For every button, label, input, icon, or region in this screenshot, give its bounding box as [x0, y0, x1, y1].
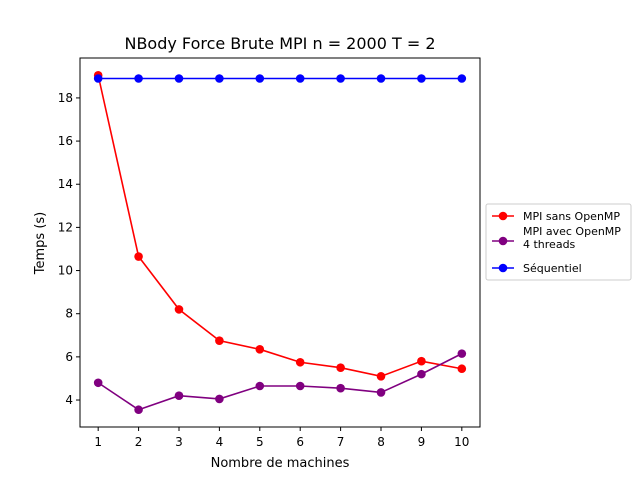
- legend-swatch-marker: [498, 263, 508, 273]
- series-2: [93, 74, 467, 83]
- x-axis-ticks: 1 2 3 4 5 6 7 8 9 10: [94, 427, 469, 449]
- data-point: [93, 378, 103, 388]
- legend-swatch-marker: [498, 211, 508, 221]
- data-point: [376, 388, 386, 397]
- legend-box: [485, 203, 632, 281]
- data-point: [417, 369, 426, 379]
- data-point: [174, 74, 184, 83]
- data-point: [417, 74, 426, 83]
- y-tick-label: 10: [58, 264, 73, 278]
- data-point: [336, 363, 345, 372]
- legend-entry: MPI sans OpenMP: [492, 210, 620, 223]
- data-point: [295, 381, 305, 391]
- legend-label: 4 threads: [523, 238, 576, 251]
- data-point: [134, 252, 143, 261]
- data-point: [255, 381, 265, 391]
- legend-entry: Séquentiel: [492, 262, 582, 275]
- data-point: [215, 394, 224, 404]
- y-tick-label: 14: [58, 177, 73, 191]
- x-tick-label: 8: [377, 435, 385, 449]
- y-tick-label: 8: [65, 307, 73, 321]
- x-tick-label: 1: [94, 435, 102, 449]
- y-tick-label: 18: [58, 91, 73, 105]
- x-tick-label: 10: [454, 435, 469, 449]
- data-point: [134, 74, 143, 83]
- data-point: [336, 74, 345, 83]
- x-tick-label: 7: [337, 435, 345, 449]
- data-point: [134, 405, 143, 415]
- data-point: [457, 74, 467, 83]
- data-point: [174, 305, 184, 314]
- y-axis-ticks: 4 6 8 10 12 14 16 18: [58, 91, 80, 407]
- series-1: [93, 349, 467, 415]
- series-line: [97, 352, 463, 411]
- data-point: [417, 356, 426, 366]
- data-point: [295, 74, 305, 83]
- legend-label: MPI sans OpenMP: [523, 210, 620, 223]
- data-point: [255, 345, 265, 354]
- axes-frame: [79, 57, 481, 428]
- data-point: [93, 74, 103, 83]
- x-tick-label: 6: [296, 435, 304, 449]
- x-tick-label: 9: [418, 435, 426, 449]
- data-point: [295, 357, 305, 367]
- data-point: [174, 391, 184, 401]
- chart-title: NBody Force Brute MPI n = 2000 T = 2: [124, 34, 435, 53]
- y-tick-label: 6: [65, 350, 73, 364]
- data-point: [255, 74, 265, 83]
- x-axis-label: Nombre de machines: [211, 456, 350, 471]
- data-point: [457, 349, 467, 358]
- y-tick-label: 16: [58, 134, 73, 148]
- x-tick-label: 5: [256, 435, 264, 449]
- x-tick-label: 3: [175, 435, 183, 449]
- series-layer: [93, 70, 467, 415]
- y-tick-label: 12: [58, 220, 73, 234]
- data-point: [215, 74, 224, 83]
- data-point: [215, 336, 224, 345]
- legend-swatch-marker: [498, 236, 508, 246]
- y-tick-label: 4: [65, 393, 73, 407]
- legend-label: MPI avec OpenMP: [523, 225, 621, 238]
- data-point: [336, 383, 345, 393]
- series-line: [97, 75, 462, 378]
- legend-label: Séquentiel: [523, 262, 582, 275]
- data-point: [376, 371, 386, 381]
- data-point: [457, 364, 467, 374]
- y-axis-label: Temps (s): [33, 212, 48, 275]
- x-tick-label: 4: [216, 435, 224, 449]
- data-point: [376, 74, 386, 83]
- x-tick-label: 2: [135, 435, 143, 449]
- series-0: [93, 70, 467, 381]
